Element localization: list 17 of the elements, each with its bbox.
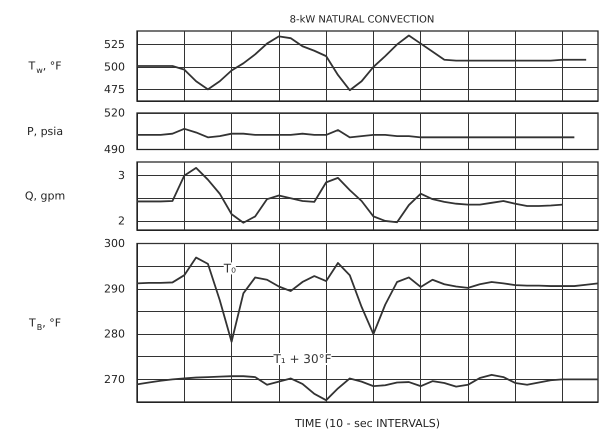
y-tick-label: 3 bbox=[118, 169, 125, 182]
y-tick-label: 475 bbox=[104, 82, 125, 96]
y-axis-title: Q, gpm bbox=[24, 190, 66, 202]
y-axis-title: P, psia bbox=[26, 124, 64, 138]
x-axis-title: TIME (10 - sec INTERVALS) bbox=[294, 417, 440, 430]
series-label: T₁ + 30°F bbox=[272, 352, 332, 366]
y-tick-label: 280 bbox=[104, 328, 125, 341]
chart-title: 8-kW NATURAL CONVECTION bbox=[290, 14, 434, 26]
y-tick-label: 300 bbox=[104, 237, 125, 250]
y-tick-label: 490 bbox=[104, 143, 125, 156]
y-tick-label: 2 bbox=[118, 214, 125, 228]
y-tick-label: 500 bbox=[104, 60, 125, 74]
series-label: T₀ bbox=[222, 261, 236, 276]
y-tick-label: 290 bbox=[104, 282, 125, 296]
y-tick-label: 525 bbox=[104, 38, 125, 51]
y-tick-label: 270 bbox=[104, 372, 125, 386]
y-tick-label: 520 bbox=[104, 106, 125, 120]
